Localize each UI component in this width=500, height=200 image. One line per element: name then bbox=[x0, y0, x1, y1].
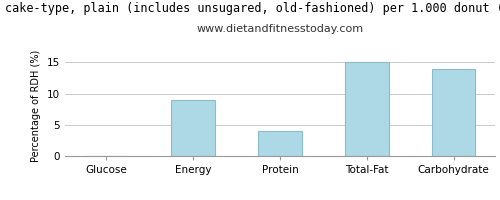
Bar bbox=[172, 100, 215, 156]
Bar bbox=[258, 131, 302, 156]
Bar bbox=[432, 68, 476, 156]
Bar bbox=[345, 62, 389, 156]
Y-axis label: Percentage of RDH (%): Percentage of RDH (%) bbox=[32, 50, 42, 162]
Text: www.dietandfitnesstoday.com: www.dietandfitnesstoday.com bbox=[196, 24, 364, 34]
Text: cake-type, plain (includes unsugared, old-fashioned) per 1.000 donut (c: cake-type, plain (includes unsugared, ol… bbox=[5, 2, 500, 15]
